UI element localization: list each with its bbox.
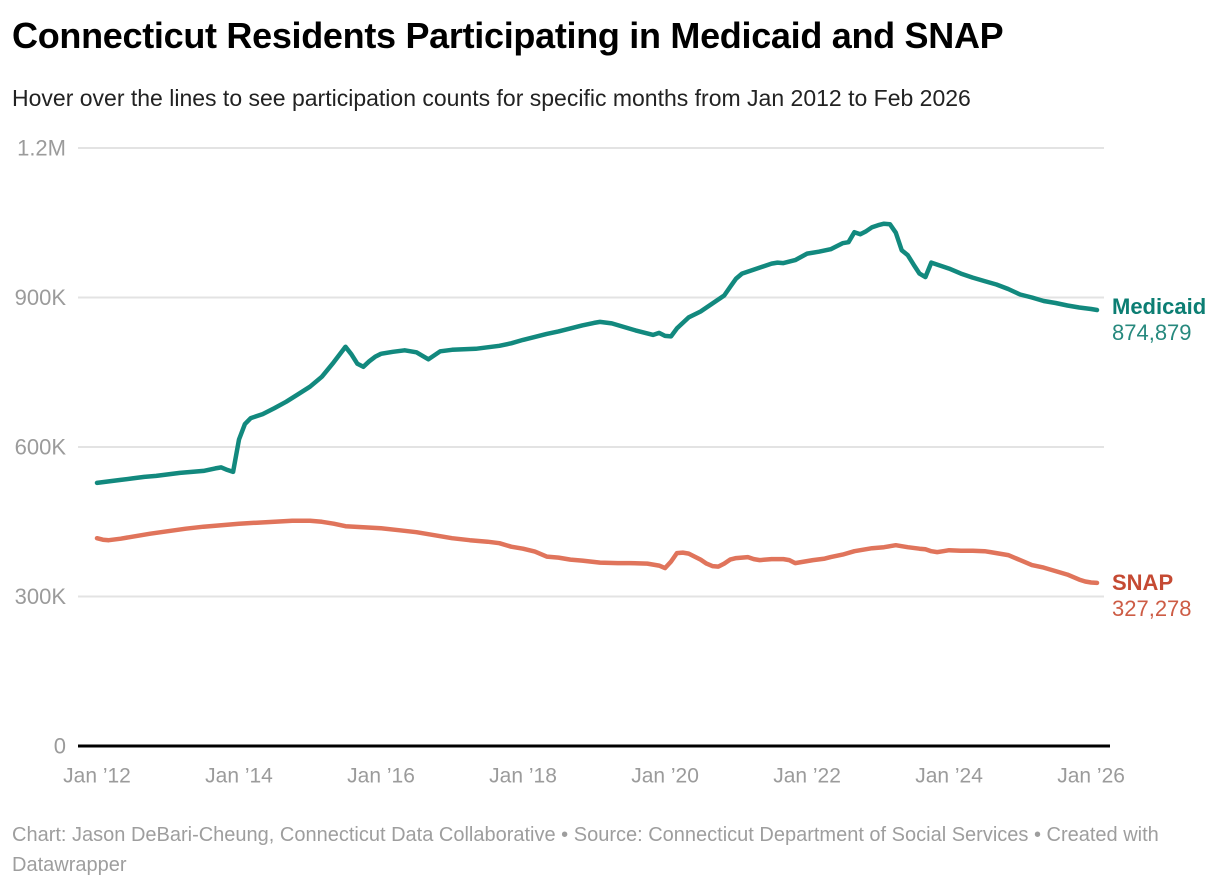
chart-title: Connecticut Residents Participating in M… [12, 15, 1004, 56]
attribution-footer: Chart: Jason DeBari-Cheung, Connecticut … [12, 824, 1159, 876]
x-axis-tick-label: Jan ’26 [1057, 764, 1125, 787]
y-axis-tick-label: 600K [15, 435, 67, 460]
medicaid-series-name: Medicaid [1112, 294, 1207, 319]
x-axis-tick-label: Jan ’14 [205, 764, 273, 787]
y-axis-tick-label: 1.2M [17, 136, 66, 161]
x-axis-tick-label: Jan ’12 [63, 764, 131, 787]
chart-subtitle: Hover over the lines to see participatio… [12, 85, 971, 111]
y-axis-tick-label: 300K [15, 584, 67, 609]
medicaid-series-value: 874,879 [1112, 320, 1192, 345]
x-axis-tick-label: Jan ’16 [347, 764, 415, 787]
x-axis-tick-label: Jan ’22 [773, 764, 841, 787]
line-chart-plot: 0 300K 600K 900K 1.2M Jan ’12 Jan ’14 Jan ’16 Ja… [15, 136, 1125, 788]
x-axis-tick-label: Jan ’18 [489, 764, 557, 787]
snap-line[interactable] [94, 518, 1100, 586]
x-axis-tick-label: Jan ’24 [915, 764, 983, 787]
medicaid-line[interactable] [94, 221, 1100, 486]
y-axis-tick-label: 900K [15, 285, 67, 310]
snap-line-end-label: SNAP 327,278 [1112, 570, 1218, 622]
snap-series-value: 327,278 [1112, 596, 1192, 621]
x-axis-tick-label: Jan ’20 [631, 764, 699, 787]
snap-series-name: SNAP [1112, 570, 1174, 595]
medicaid-line-end-label: Medicaid 874,879 [1112, 294, 1218, 346]
y-axis-tick-label: 0 [54, 734, 66, 759]
